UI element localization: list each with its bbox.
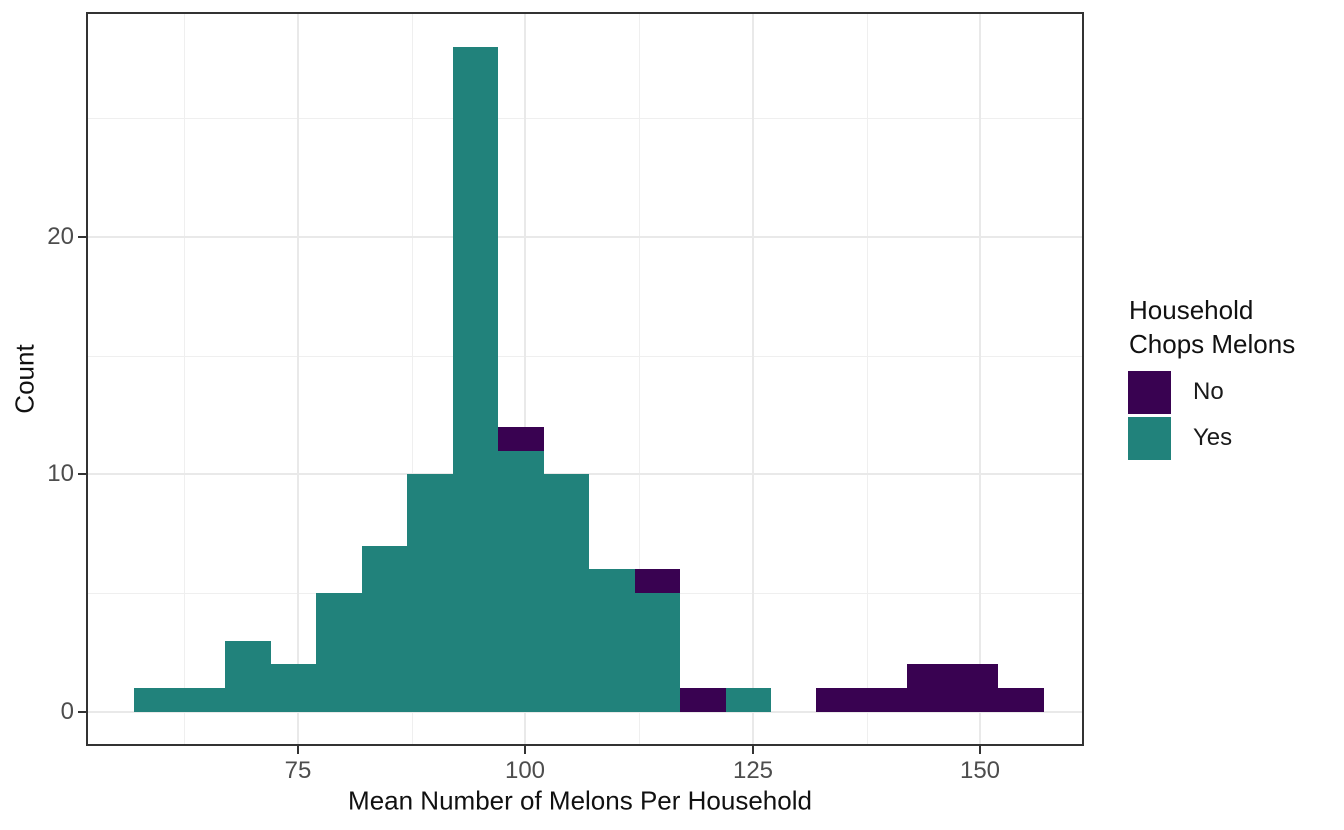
gridline-y-major (87, 236, 1083, 238)
histogram-bar-segment-yes (453, 47, 498, 712)
x-tick-label: 150 (959, 757, 1001, 784)
x-tick-label: 100 (504, 757, 546, 784)
histogram-bar-segment-yes (726, 688, 771, 712)
y-tick-label: 0 (60, 698, 74, 725)
gridline-x-major (524, 13, 526, 745)
legend-key-no-swatch (1128, 370, 1171, 414)
x-tick-label: 125 (732, 757, 774, 784)
x-tick-mark (297, 745, 299, 754)
gridline-x-minor (867, 13, 868, 745)
x-tick-mark (979, 745, 981, 754)
histogram-bar-segment-no (635, 569, 680, 593)
legend-key-yes-swatch (1128, 416, 1171, 460)
y-tick-mark (78, 473, 87, 475)
gridline-x-major (297, 13, 299, 745)
histogram-bar-segment-yes (498, 451, 544, 712)
gridline-y-major (87, 711, 1083, 713)
legend-item-no: No (1128, 369, 1295, 415)
histogram-bar-segment-yes (180, 688, 225, 712)
legend-title-line2: Chops Melons (1129, 329, 1296, 359)
histogram-bar-segment-yes (134, 688, 180, 712)
y-tick-mark (78, 711, 87, 713)
x-tick-mark (524, 745, 526, 754)
histogram-bar-segment-no (907, 664, 953, 712)
x-tick-label: 75 (284, 757, 312, 784)
gridline-x-major (979, 13, 981, 745)
gridline-x-minor (412, 13, 413, 745)
histogram-bar-segment-no (680, 688, 726, 712)
histogram-bar-segment-no (953, 664, 998, 712)
gridline-x-major (752, 13, 754, 745)
y-tick-mark (78, 236, 87, 238)
gridline-y-minor (87, 356, 1083, 357)
legend-item-yes: Yes (1128, 415, 1295, 461)
histogram-bar-segment-yes (362, 546, 407, 712)
histogram-bar-segment-yes (544, 474, 589, 712)
y-axis-title: Count (9, 344, 40, 414)
histogram-bar-segment-yes (635, 593, 680, 712)
histogram-bar-segment-yes (225, 641, 271, 712)
legend-title-line1: Household (1129, 295, 1254, 325)
histogram-bar-segment-yes (589, 569, 635, 712)
gridline-y-minor (87, 118, 1083, 119)
gridline-x-minor (639, 13, 640, 745)
histogram-bar-segment-yes (316, 593, 362, 712)
legend-label-no: No (1193, 378, 1224, 405)
x-axis-title: Mean Number of Melons Per Household (348, 785, 812, 816)
legend: Household Chops Melons No Yes (1128, 293, 1295, 461)
legend-title: Household Chops Melons (1129, 293, 1295, 361)
histogram-bar-segment-no (816, 688, 862, 712)
legend-label-yes: Yes (1193, 424, 1233, 451)
legend-items: No Yes (1128, 369, 1295, 461)
gridline-x-minor (184, 13, 185, 745)
y-tick-label: 10 (47, 460, 74, 487)
histogram-bar-segment-no (998, 688, 1044, 712)
histogram-bar-segment-yes (271, 664, 316, 712)
histogram-bar-segment-yes (407, 474, 453, 712)
y-tick-label: 20 (47, 223, 74, 250)
histogram-bar-segment-no (862, 688, 907, 712)
histogram-bar-segment-no (498, 427, 544, 451)
x-tick-mark (752, 745, 754, 754)
